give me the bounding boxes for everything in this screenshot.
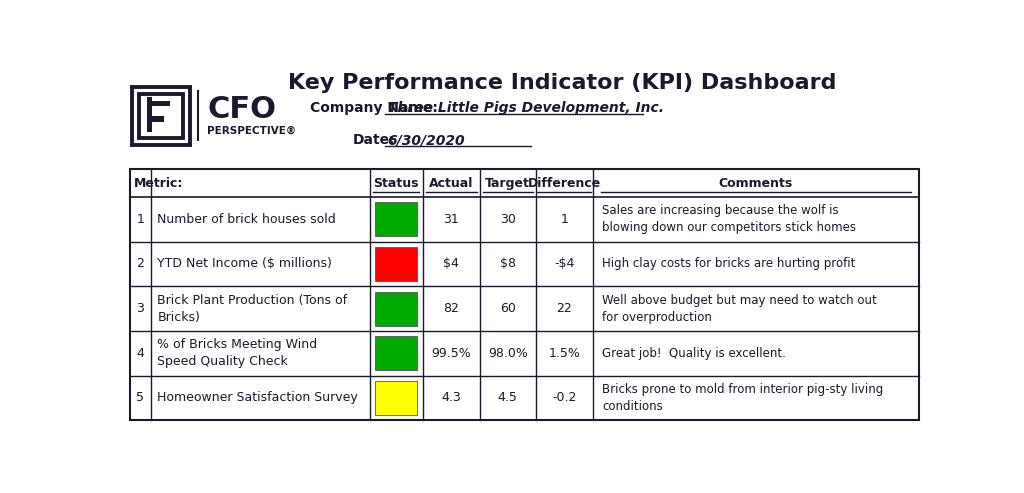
Text: 31: 31 [443, 213, 459, 226]
Text: High clay costs for bricks are hurting profit: High clay costs for bricks are hurting p… [602, 257, 856, 271]
Text: 4.3: 4.3 [441, 391, 461, 404]
Text: 30: 30 [500, 213, 516, 226]
Text: Comments: Comments [719, 176, 793, 190]
Text: 1: 1 [560, 213, 568, 226]
Text: YTD Net Income ($ millions): YTD Net Income ($ millions) [158, 257, 333, 271]
Text: Metric:: Metric: [133, 176, 183, 190]
Text: Target: Target [485, 176, 530, 190]
Text: 5: 5 [136, 391, 144, 404]
Text: 98.0%: 98.0% [487, 347, 527, 360]
Text: PERSPECTIVE®: PERSPECTIVE® [207, 126, 296, 136]
Text: $4: $4 [443, 257, 459, 271]
Bar [375, 247, 417, 281]
Text: 1: 1 [136, 213, 144, 226]
Text: % of Bricks Meeting Wind
Speed Quality Check: % of Bricks Meeting Wind Speed Quality C… [158, 338, 317, 368]
Text: Great job!  Quality is excellent.: Great job! Quality is excellent. [602, 347, 786, 360]
Bar [146, 101, 170, 106]
Text: Status: Status [374, 176, 419, 190]
Text: Well above budget but may need to watch out
for overproduction: Well above budget but may need to watch … [602, 294, 877, 323]
Text: Key Performance Indicator (KPI) Dashboard: Key Performance Indicator (KPI) Dashboar… [288, 73, 837, 93]
Text: -$4: -$4 [554, 257, 574, 271]
Text: 1.5%: 1.5% [549, 347, 581, 360]
Text: 22: 22 [556, 302, 572, 315]
Text: Date:: Date: [352, 133, 395, 147]
Text: Brick Plant Production (Tons of
Bricks): Brick Plant Production (Tons of Bricks) [158, 294, 347, 323]
Bar [139, 94, 183, 138]
Text: 4.5: 4.5 [498, 391, 518, 404]
Bar [146, 116, 164, 122]
Text: Actual: Actual [429, 176, 473, 190]
Text: Company Name:: Company Name: [310, 101, 438, 115]
Text: Bricks prone to mold from interior pig-sty living
conditions: Bricks prone to mold from interior pig-s… [602, 383, 884, 413]
Bar [375, 203, 417, 236]
Text: 2: 2 [136, 257, 144, 271]
Bar [146, 97, 152, 132]
Bar [132, 87, 190, 144]
Bar [375, 292, 417, 325]
Text: 6/30/2020: 6/30/2020 [388, 133, 465, 147]
Text: 60: 60 [500, 302, 516, 315]
Text: Sales are increasing because the wolf is
blowing down our competitors stick home: Sales are increasing because the wolf is… [602, 204, 856, 234]
Text: -0.2: -0.2 [552, 391, 577, 404]
Text: Difference: Difference [527, 176, 601, 190]
Text: 99.5%: 99.5% [431, 347, 471, 360]
Text: 3: 3 [136, 302, 144, 315]
Text: 4: 4 [136, 347, 144, 360]
Text: CFO: CFO [207, 95, 276, 124]
Text: 82: 82 [443, 302, 459, 315]
Text: Homeowner Satisfaction Survey: Homeowner Satisfaction Survey [158, 391, 358, 404]
Bar [375, 381, 417, 415]
Bar [130, 169, 919, 421]
Bar [375, 336, 417, 370]
Text: $8: $8 [500, 257, 516, 271]
Text: Number of brick houses sold: Number of brick houses sold [158, 213, 336, 226]
Text: Three Little Pigs Development, Inc.: Three Little Pigs Development, Inc. [388, 101, 664, 115]
